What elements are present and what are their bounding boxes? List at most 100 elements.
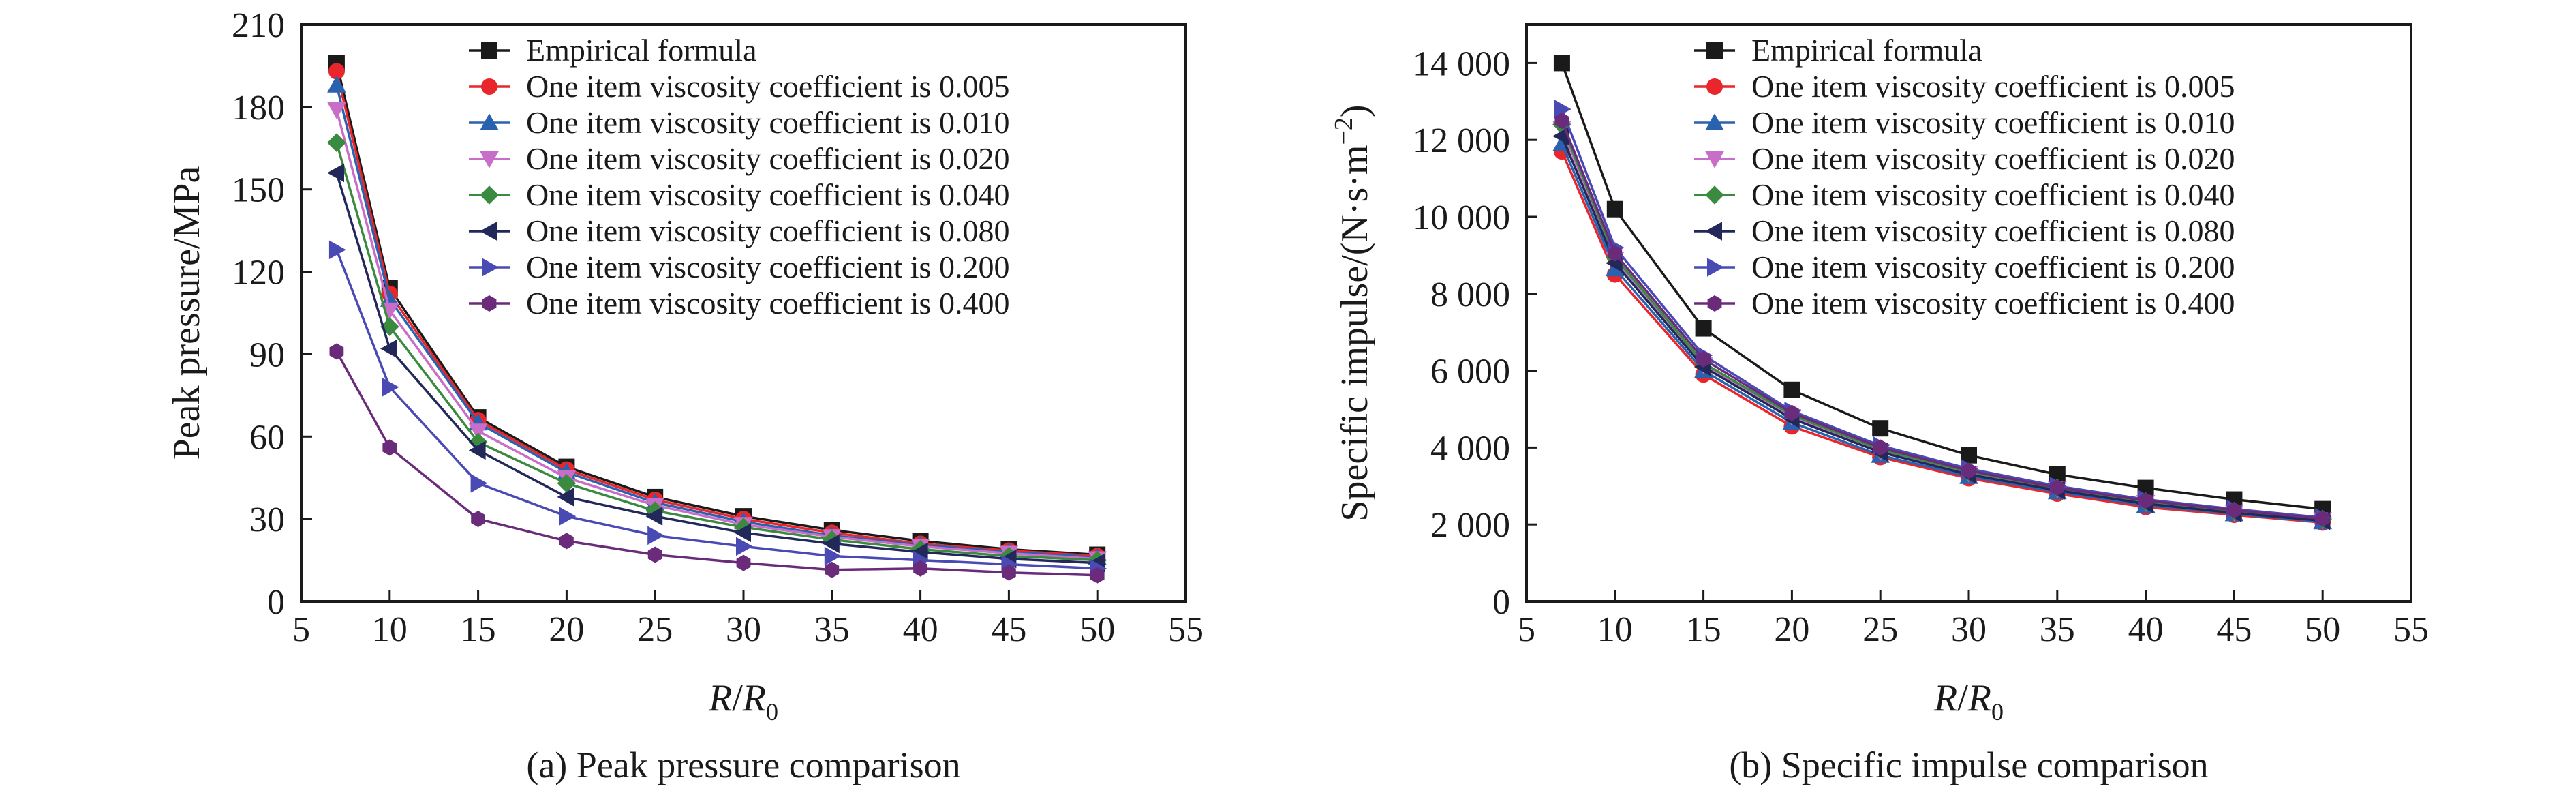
- series-line: [335, 172, 1098, 565]
- y-tick-label: 14 000: [1413, 44, 1510, 83]
- x-tick-label: 50: [1079, 610, 1115, 649]
- legend-item: One item viscosity coefficient is 0.020: [1694, 141, 2235, 176]
- chart-b-caption: (b) Specific impulse comparison: [1729, 745, 2208, 785]
- x-tick-label: 10: [372, 610, 408, 649]
- data-point: [382, 439, 397, 456]
- series-line: [335, 350, 1098, 577]
- series-line: [335, 62, 1098, 556]
- chart-b-x-axis-title: R/R0: [1933, 677, 2004, 725]
- data-point: [913, 560, 927, 577]
- data-point: [328, 63, 345, 80]
- data-point: [380, 339, 397, 359]
- legend-item: One item viscosity coefficient is 0.010: [469, 105, 1009, 140]
- data-point: [327, 75, 346, 93]
- y-tick-label: 210: [232, 6, 285, 45]
- legend-label: Empirical formula: [526, 33, 757, 68]
- data-point: [557, 474, 577, 493]
- legend-marker: [480, 113, 499, 130]
- y-tick-label: 120: [232, 254, 285, 293]
- y-tick-label: 8 000: [1430, 275, 1510, 314]
- series-line: [335, 85, 1098, 559]
- data-point: [559, 507, 577, 526]
- x-tick-label: 25: [1862, 610, 1898, 649]
- legend-marker: [480, 151, 499, 168]
- legend-label: One item viscosity coefficient is 0.010: [526, 105, 1009, 140]
- data-point: [1783, 381, 1800, 398]
- data-point: [471, 511, 485, 528]
- legend-label: One item viscosity coefficient is 0.020: [526, 141, 1009, 176]
- data-point: [559, 533, 574, 550]
- y-tick-label: 0: [267, 583, 285, 622]
- legend-marker: [1707, 295, 1722, 312]
- legend-label: One item viscosity coefficient is 0.400: [526, 286, 1009, 320]
- legend-label: One item viscosity coefficient is 0.080: [1751, 213, 2235, 248]
- legend-item: One item viscosity coefficient is 0.400: [469, 286, 1009, 320]
- y-tick-label: 180: [232, 89, 285, 128]
- data-point: [2138, 492, 2153, 509]
- x-tick-label: 45: [991, 610, 1026, 649]
- chart-b-series-layer: [1552, 55, 2332, 531]
- legend-label: One item viscosity coefficient is 0.200: [1751, 250, 2235, 284]
- data-point: [647, 526, 664, 545]
- x-tick-label: 40: [903, 610, 938, 649]
- data-point: [1553, 55, 1570, 72]
- data-point: [645, 507, 663, 526]
- legend-marker: [1705, 151, 1724, 168]
- data-point: [910, 542, 928, 562]
- legend-marker: [1705, 222, 1722, 241]
- chart-b-x-axis: 5 10 15 20 25 30 35 40 45 50 55: [1518, 590, 2429, 649]
- data-point: [736, 554, 751, 571]
- legend-item: One item viscosity coefficient is 0.200: [469, 250, 1009, 284]
- data-point: [1554, 100, 1571, 119]
- data-point: [1873, 439, 1888, 456]
- data-point: [327, 163, 344, 183]
- legend-item: One item viscosity coefficient is 0.400: [1694, 286, 2235, 320]
- legend-marker: [1707, 258, 1724, 277]
- data-point: [823, 534, 840, 554]
- legend-item: One item viscosity coefficient is 0.020: [469, 141, 1009, 176]
- chart-a-caption: (a) Peak pressure comparison: [526, 745, 960, 785]
- data-point: [470, 474, 488, 493]
- data-point: [327, 133, 346, 152]
- series-7: [328, 240, 1107, 578]
- legend-marker: [1706, 78, 1723, 95]
- y-tick-label: 2 000: [1430, 506, 1510, 545]
- data-point: [1606, 200, 1623, 218]
- legend-marker: [480, 185, 499, 205]
- legend-marker: [481, 42, 497, 59]
- y-tick-label: 4 000: [1430, 429, 1510, 468]
- x-tick-label: 15: [1686, 610, 1721, 649]
- data-point: [380, 290, 399, 307]
- legend-item: One item viscosity coefficient is 0.010: [1694, 105, 2235, 140]
- x-tick-label: 20: [1774, 610, 1809, 649]
- legend-label: One item viscosity coefficient is 0.005: [526, 69, 1009, 104]
- data-point: [2050, 479, 2065, 496]
- y-tick-label: 12 000: [1413, 121, 1510, 160]
- y-tick-label: 0: [1492, 583, 1510, 622]
- series-line: [1561, 120, 2323, 520]
- series-line: [1561, 62, 2323, 511]
- series-line: [335, 109, 1098, 560]
- x-tick-label: 35: [2040, 610, 2075, 649]
- data-point: [2227, 502, 2241, 519]
- chart-a-x-axis: 5 10 15 20 25 30 35 40 45 50 55: [292, 590, 1203, 649]
- legend-marker: [1705, 185, 1724, 205]
- chart-a-series-layer: [327, 55, 1107, 584]
- data-point: [1090, 567, 1105, 584]
- y-tick-label: 6 000: [1430, 353, 1510, 391]
- chart-peak-pressure: 5 10 15 20 25 30 35 40 45 50 55 0 30 60 90 120 150 180 21…: [166, 6, 1203, 785]
- data-point: [382, 378, 399, 397]
- legend-label: Empirical formula: [1751, 33, 1982, 68]
- series-8: [329, 343, 1105, 584]
- legend-marker: [1705, 113, 1724, 130]
- x-tick-label: 55: [1168, 610, 1203, 649]
- chart-a-y-axis: 0 30 60 90 120 150 180 210: [232, 6, 312, 622]
- legend-item: One item viscosity coefficient is 0.005: [469, 69, 1009, 104]
- data-point: [736, 537, 753, 556]
- x-tick-label: 55: [2393, 610, 2429, 649]
- legend-item: One item viscosity coefficient is 0.040: [469, 177, 1009, 212]
- x-tick-label: 45: [2216, 610, 2252, 649]
- series-8: [1554, 113, 2330, 527]
- x-tick-label: 25: [637, 610, 673, 649]
